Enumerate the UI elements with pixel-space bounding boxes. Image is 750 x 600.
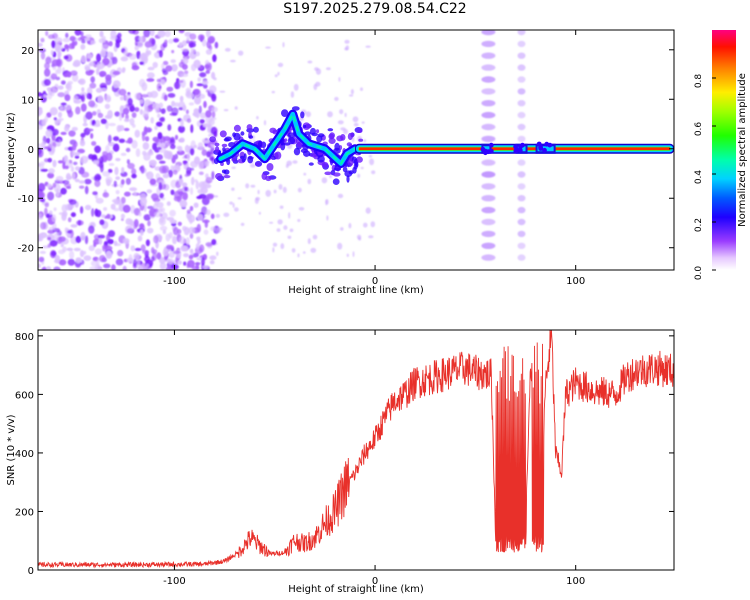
snr-y-tick-label: 400 bbox=[15, 449, 34, 460]
spectrogram-frame bbox=[37, 29, 675, 271]
snr-x-tick-label: 0 bbox=[372, 576, 378, 587]
snr-y-axis-label: SNR (10 * v/v) bbox=[6, 414, 17, 485]
snr-x-axis-label: Height of straight line (km) bbox=[288, 584, 424, 595]
spectrogram-heatmap bbox=[38, 30, 674, 270]
colorbar-gradient bbox=[712, 30, 736, 270]
spectrogram-y-tick-label: 0 bbox=[28, 145, 34, 156]
colorbar-label: Normalized spectral amplitude bbox=[737, 73, 748, 227]
spectrogram-y-tick-label: 20 bbox=[21, 46, 34, 57]
spectrogram-y-tick-label: -20 bbox=[18, 244, 34, 255]
colorbar-tick-label: 0.8 bbox=[694, 74, 704, 89]
colorbar: 0.0 0.2 0.4 0.6 0.8 Normalized spectral ampl… bbox=[694, 30, 748, 280]
figure-title: S197.2025.279.08.54.C22 bbox=[283, 1, 467, 17]
carrier-trace bbox=[354, 141, 674, 156]
snr-y-tick-label: 600 bbox=[15, 390, 34, 401]
colorbar-tick-label: 0.0 bbox=[694, 266, 704, 281]
snr-x-tick-label: 100 bbox=[566, 576, 585, 587]
harmonic-smear-1 bbox=[481, 30, 496, 261]
colorbar-tick-label: 0.2 bbox=[694, 218, 704, 232]
spectrogram-x-tick-label: -100 bbox=[163, 276, 186, 287]
colorbar-tick-label: 0.4 bbox=[694, 170, 704, 185]
spectrogram-x-tick-label: 0 bbox=[372, 276, 378, 287]
colorbar-tick-label: 0.6 bbox=[694, 122, 704, 137]
snr-y-tick-label: 200 bbox=[15, 507, 34, 518]
harmonic-smear-2 bbox=[517, 30, 526, 261]
spectrogram-y-tick-label: -10 bbox=[18, 194, 34, 205]
snr-frame bbox=[37, 329, 675, 571]
snr-y-tick-label: 0 bbox=[28, 566, 34, 577]
spectrogram-y-axis-label: Frequency (Hz) bbox=[6, 112, 17, 188]
snr-series-line bbox=[38, 330, 674, 569]
noise-speckle bbox=[38, 30, 376, 270]
snr-x-tick-label: -100 bbox=[163, 576, 186, 587]
spectrogram-x-axis-label: Height of straight line (km) bbox=[288, 285, 424, 296]
spectrogram-y-tick-label: 10 bbox=[21, 95, 34, 106]
wandering-trace bbox=[209, 106, 366, 185]
snr-panel: -100 0 100 0 200 400 600 800 Height of straight… bbox=[6, 329, 675, 595]
snr-y-tick-label: 800 bbox=[15, 332, 34, 343]
spectrogram-x-tick-label: 100 bbox=[566, 276, 585, 287]
